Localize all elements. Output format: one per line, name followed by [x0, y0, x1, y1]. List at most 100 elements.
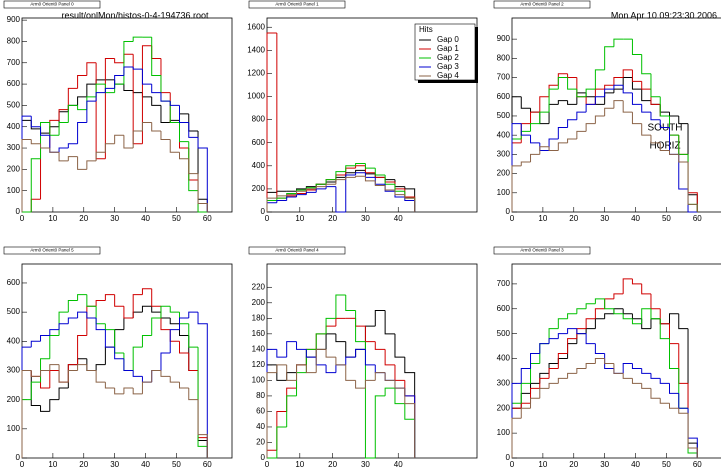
histogram-bin [104, 382, 115, 389]
histogram-bin [520, 382, 531, 404]
histogram-bin [594, 69, 605, 90]
histogram-bin [335, 179, 346, 185]
histogram-bin [548, 367, 559, 379]
histogram-bin [151, 317, 161, 336]
histogram-bin [132, 36, 143, 42]
histogram-bin [169, 329, 180, 353]
histogram-bin [132, 130, 143, 149]
histogram-bin [384, 372, 395, 381]
histogram-bin [104, 87, 115, 93]
histogram-bin [585, 333, 596, 345]
histogram-bin [58, 147, 69, 153]
histogram-bin [678, 135, 689, 155]
y-tick-label: 900 [497, 34, 511, 43]
y-tick-label: 500 [497, 111, 511, 120]
histogram-bin [622, 278, 633, 294]
histogram-bin [622, 69, 633, 78]
histogram-bin [179, 105, 189, 123]
histogram-bin [539, 96, 550, 113]
histogram-bin [567, 77, 577, 90]
histogram-bin [114, 75, 124, 89]
histogram-bin [325, 349, 336, 358]
histogram-bin [335, 171, 346, 180]
pad-title-box [493, 0, 591, 9]
histogram-bin [650, 373, 661, 379]
y-tick-label: 100 [252, 376, 266, 385]
histogram-bin [188, 122, 199, 138]
histogram-bin [104, 329, 115, 348]
histogram-bin [197, 173, 208, 212]
histogram-bin [188, 141, 199, 192]
histogram-bin [594, 96, 605, 105]
histogram-bin [30, 381, 41, 400]
histogram-bin [286, 364, 297, 381]
histogram-bin [641, 123, 651, 136]
y-tick-label: 600 [497, 304, 511, 313]
histogram-bin [374, 180, 386, 186]
x-tick-label: 50 [662, 214, 671, 223]
y-tick-label: 600 [252, 138, 266, 147]
y-tick-label: 500 [497, 329, 511, 338]
histogram-bin [276, 426, 287, 458]
histogram-bin [345, 176, 356, 180]
y-tick-label: 0 [506, 453, 511, 462]
histogram-bin [30, 116, 41, 128]
histogram-bin [622, 100, 633, 113]
histogram-bin [286, 341, 297, 358]
x-tick-label: 0 [20, 214, 25, 223]
histogram-bin [557, 126, 568, 140]
histogram-bin [520, 96, 531, 109]
histogram-bin [325, 317, 336, 334]
histogram-bin [86, 160, 97, 170]
histogram-bin [641, 383, 651, 389]
histogram-bin [641, 283, 651, 295]
y-tick-label: 200 [7, 164, 21, 173]
histogram-bin [305, 349, 317, 358]
y-tick-label: 600 [7, 278, 21, 287]
histogram-bin [21, 139, 32, 212]
histogram-bin [296, 341, 307, 350]
histogram-bin [613, 293, 624, 299]
x-tick-label: 10 [295, 460, 304, 469]
histogram-bin [384, 310, 395, 335]
y-tick-label: 400 [7, 122, 21, 131]
histogram-bin [622, 362, 633, 374]
histogram-bin [631, 278, 642, 285]
histogram-bin [669, 383, 679, 394]
y-tick-label: 200 [7, 395, 21, 404]
histogram-bin [567, 328, 577, 334]
histogram-bin [104, 58, 115, 159]
y-tick-label: 1000 [247, 92, 265, 101]
histogram-bin [40, 143, 50, 149]
histogram-bin [188, 387, 199, 401]
histogram-bin [305, 364, 317, 374]
histogram-bin [21, 369, 32, 458]
histogram-bin [650, 308, 661, 320]
histogram-bin [30, 158, 41, 212]
histogram-bin [520, 407, 531, 419]
histogram-bin [188, 311, 199, 318]
histogram-bin [276, 349, 287, 358]
histogram-bin [95, 299, 106, 307]
histogram-bin [266, 197, 277, 212]
histogram-bin [67, 104, 78, 123]
x-tick-label: 40 [631, 460, 640, 469]
histogram-bin [325, 364, 336, 374]
histogram-bin [86, 100, 97, 123]
histogram-bin [77, 105, 87, 111]
histogram-bin [95, 92, 106, 102]
x-tick-label: 30 [600, 214, 609, 223]
histogram-bin [67, 299, 78, 313]
histogram-bin [123, 135, 134, 149]
y-tick-label: 500 [7, 101, 21, 110]
histogram-bin [659, 119, 670, 128]
histogram-bin [631, 112, 642, 125]
histogram-bin [594, 343, 605, 355]
histogram-bin [141, 334, 152, 348]
y-tick-label: 300 [7, 143, 21, 152]
histogram-bin [151, 37, 161, 77]
y-tick-label: 100 [7, 424, 21, 433]
histogram-bin [169, 306, 180, 313]
histogram-bin [160, 130, 171, 141]
histogram-bin [104, 294, 115, 301]
